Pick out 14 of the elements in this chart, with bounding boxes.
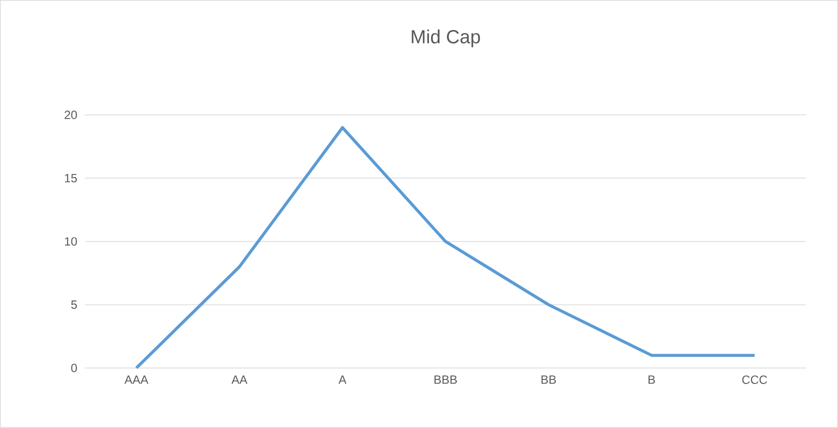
x-tick-label: B [648,376,655,384]
x-tick-label: AA [231,376,248,384]
y-tick-label: 10 [64,237,77,246]
x-tick-label: A [338,376,346,384]
chart-title: Mid Cap [412,30,480,48]
y-tick-label: 20 [64,110,77,120]
y-tick-label: 0 [71,364,77,372]
x-tick-label: CCC [742,376,768,384]
x-tick-label: AAA [124,376,148,384]
x-tick-label: BB [542,376,556,384]
x-tick-label: BBB [434,376,457,384]
y-tick-label: 5 [71,300,77,309]
y-tick-label: 15 [64,174,77,182]
line-series [134,126,756,370]
